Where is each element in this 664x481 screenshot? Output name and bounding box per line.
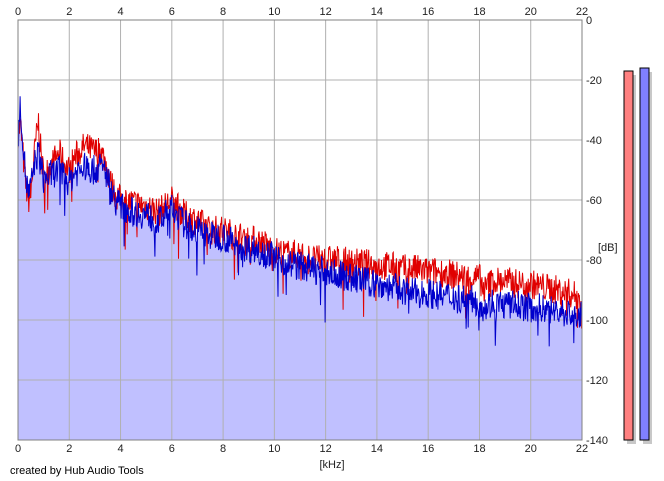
x-tick-label-bottom: 0 xyxy=(15,443,21,455)
x-tick-label-top: 18 xyxy=(473,6,485,18)
x-tick-label-top: 6 xyxy=(169,6,175,18)
level-meter-2 xyxy=(639,67,650,441)
x-tick-label-top: 12 xyxy=(320,6,332,18)
y-tick-label: -60 xyxy=(586,195,602,207)
x-tick-label-top: 10 xyxy=(268,6,280,18)
x-tick-label-top: 22 xyxy=(576,6,588,18)
x-tick-label-top: 2 xyxy=(66,6,72,18)
y-axis-unit-label: [dB] xyxy=(598,242,618,254)
series-2-area xyxy=(18,96,582,441)
y-tick-label: -40 xyxy=(586,135,602,147)
x-axis-unit-label: [kHz] xyxy=(319,459,344,471)
x-tick-label-bottom: 8 xyxy=(220,443,226,455)
x-tick-label-top: 20 xyxy=(525,6,537,18)
x-tick-label-bottom: 16 xyxy=(422,443,434,455)
x-tick-label-bottom: 10 xyxy=(268,443,280,455)
y-tick-label: -20 xyxy=(586,75,602,87)
x-tick-label-bottom: 6 xyxy=(169,443,175,455)
series-2-line xyxy=(17,96,583,347)
x-tick-label-bottom: 18 xyxy=(473,443,485,455)
level-meter-1 xyxy=(623,70,634,441)
x-tick-label-bottom: 12 xyxy=(320,443,332,455)
y-tick-label: -80 xyxy=(586,255,602,267)
y-tick-label: -100 xyxy=(586,315,608,327)
x-tick-label-top: 0 xyxy=(15,6,21,18)
x-tick-label-bottom: 22 xyxy=(576,443,588,455)
x-tick-label-bottom: 4 xyxy=(117,443,123,455)
x-tick-label-bottom: 20 xyxy=(525,443,537,455)
x-tick-label-top: 4 xyxy=(117,6,123,18)
x-tick-label-top: 14 xyxy=(371,6,383,18)
x-tick-label-bottom: 2 xyxy=(66,443,72,455)
plot-frame xyxy=(17,19,583,441)
y-tick-label: -140 xyxy=(586,435,608,447)
x-tick-label-bottom: 14 xyxy=(371,443,383,455)
credit-text: created by Hub Audio Tools xyxy=(10,465,144,477)
x-tick-label-top: 16 xyxy=(422,6,434,18)
y-tick-label: -120 xyxy=(586,375,608,387)
y-tick-label: 0 xyxy=(586,15,592,27)
x-tick-label-top: 8 xyxy=(220,6,226,18)
